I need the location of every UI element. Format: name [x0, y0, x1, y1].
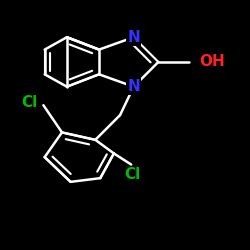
Text: OH: OH — [199, 54, 225, 70]
Text: Cl: Cl — [124, 168, 140, 182]
Text: Cl: Cl — [22, 95, 38, 110]
Text: N: N — [127, 79, 140, 94]
Text: N: N — [127, 30, 140, 45]
